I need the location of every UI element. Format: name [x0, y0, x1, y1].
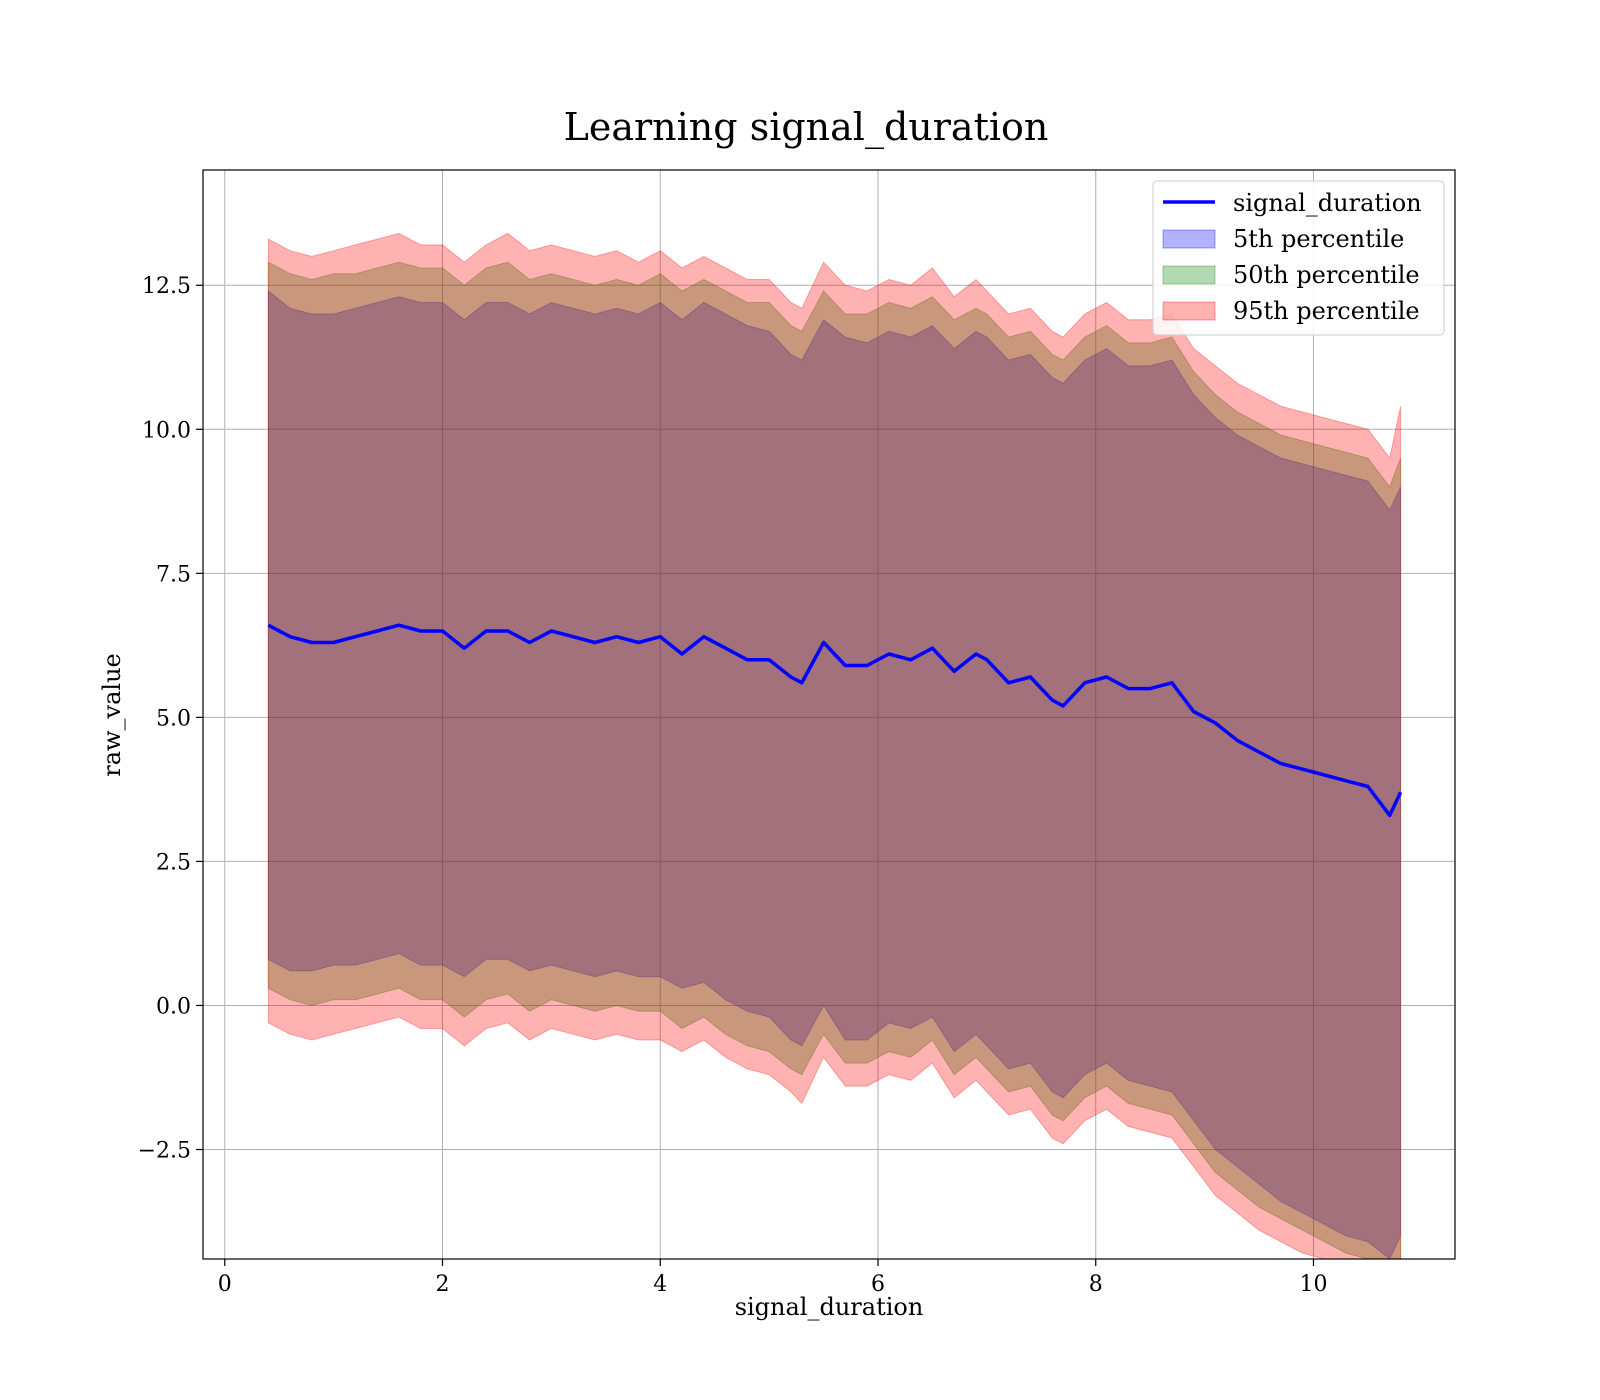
band-5th-percentile [267, 289, 1402, 1259]
y-axis-label: raw_value [98, 653, 126, 777]
y-tick-label: 12.5 [142, 274, 191, 299]
legend: signal_duration 5th percentile 50th perc… [1152, 180, 1445, 336]
band-50th-percentile [267, 261, 1402, 1259]
y-tick-label: 0.0 [156, 994, 191, 1019]
x-tick-label: 4 [653, 1272, 667, 1297]
x-tick-label: 6 [871, 1272, 885, 1297]
legend-label-signal-duration: signal_duration [1233, 189, 1422, 217]
y-axis-ticks: −2.5 0.0 2.5 5.0 7.5 10.0 12.5 [138, 274, 203, 1164]
x-tick-label: 10 [1299, 1272, 1327, 1297]
band-95th-percentile [267, 232, 1402, 1259]
x-tick-label: 0 [218, 1272, 232, 1297]
x-axis-ticks: 0 2 4 6 8 10 [218, 1259, 1327, 1297]
legend-swatch-5th-percentile [1162, 229, 1216, 249]
x-tick-label: 8 [1089, 1272, 1103, 1297]
legend-label-5th-percentile: 5th percentile [1233, 225, 1404, 253]
y-tick-label: 7.5 [156, 562, 191, 587]
y-tick-label: −2.5 [138, 1139, 191, 1164]
legend-swatch-95th-percentile [1162, 301, 1216, 321]
y-tick-label: 10.0 [142, 418, 191, 443]
x-axis-label: signal_duration [735, 1293, 924, 1321]
legend-label-50th-percentile: 50th percentile [1233, 261, 1420, 289]
plot-frame [202, 169, 1456, 1260]
line-signal-duration [267, 623, 1403, 818]
legend-swatch-50th-percentile [1162, 265, 1216, 285]
y-tick-label: 5.0 [156, 706, 191, 731]
y-tick-label: 2.5 [156, 850, 191, 875]
legend-label-95th-percentile: 95th percentile [1233, 297, 1420, 325]
chart-title: Learning signal_duration [564, 105, 1049, 150]
series-line [267, 623, 1403, 818]
x-tick-label: 2 [436, 1272, 450, 1297]
legend-box [1152, 180, 1445, 336]
percentile-bands [267, 232, 1402, 1259]
